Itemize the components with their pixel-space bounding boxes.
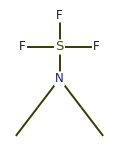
Text: F: F — [93, 40, 100, 53]
Text: N: N — [55, 72, 64, 85]
Text: S: S — [55, 40, 64, 53]
Text: F: F — [56, 9, 63, 22]
Text: F: F — [19, 40, 26, 53]
